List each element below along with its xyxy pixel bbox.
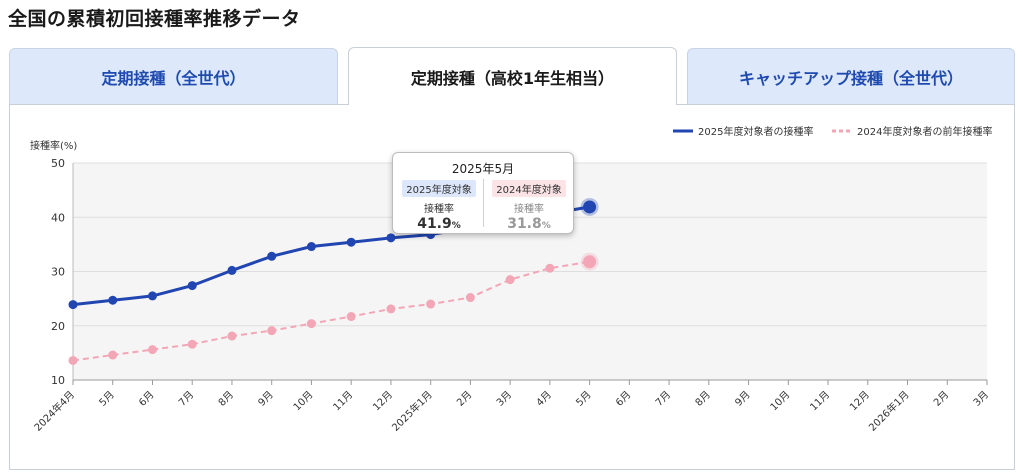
x-tick-label: 5月 xyxy=(574,389,594,409)
x-tick-label: 4月 xyxy=(534,389,554,409)
legend-label-previous: 2024年度対象者の前年接種率 xyxy=(857,125,992,138)
data-point-current-highlighted xyxy=(583,200,597,214)
page-title: 全国の累積初回接種率推移データ xyxy=(8,8,301,30)
x-tick-label: 2024年4月 xyxy=(31,388,77,434)
y-tick-label: 40 xyxy=(51,211,65,224)
y-tick-label: 20 xyxy=(51,320,65,333)
x-tick-label: 7月 xyxy=(653,389,673,409)
data-point-previous xyxy=(306,319,316,329)
tooltip-divider xyxy=(483,179,484,227)
data-point-previous xyxy=(147,345,157,355)
x-tick-label: 11月 xyxy=(808,389,833,414)
x-tick-label: 10月 xyxy=(768,389,793,414)
x-tick-label: 8月 xyxy=(693,389,713,409)
tab-regular-all-ages[interactable]: 定期接種（全世代） xyxy=(9,48,338,105)
data-point-current xyxy=(227,265,237,275)
y-tick-label: 30 xyxy=(51,266,65,279)
tooltip-previous-value: 31.8% xyxy=(485,216,573,232)
tooltip-current-column: 2025年度対象 接種率 41.9% xyxy=(395,178,483,232)
data-point-current xyxy=(147,291,157,301)
tab-bar: 定期接種（全世代） 定期接種（高校1年生相当） キャッチアップ接種（全世代） xyxy=(9,47,1015,105)
tooltip-previous-column: 2024年度対象 接種率 31.8% xyxy=(485,178,573,232)
y-tick-label: 10 xyxy=(51,374,65,387)
data-point-current xyxy=(346,237,356,247)
data-point-previous xyxy=(187,339,197,349)
data-tooltip: 2025年5月 2025年度対象 接種率 41.9% 2024年度対象 接種率 … xyxy=(392,152,574,234)
tooltip-current-badge: 2025年度対象 xyxy=(402,180,476,197)
series-line-previous xyxy=(72,260,590,362)
x-tick-label: 2026年1月 xyxy=(866,388,912,434)
tooltip-previous-unit: % xyxy=(541,221,551,231)
x-tick-label: 2025年1月 xyxy=(389,388,435,434)
x-tick-label: 3月 xyxy=(971,389,991,409)
data-point-previous xyxy=(346,312,356,322)
data-point-previous xyxy=(386,304,396,314)
x-tick-label: 6月 xyxy=(613,389,633,409)
x-tick-label: 2月 xyxy=(454,389,474,409)
tooltip-current-number: 41.9 xyxy=(417,216,452,232)
tooltip-previous-badge: 2024年度対象 xyxy=(492,180,566,197)
tab-catch-up-all-ages[interactable]: キャッチアップ接種（全世代） xyxy=(687,48,1015,105)
x-tick-label: 9月 xyxy=(733,389,753,409)
x-tick-label: 5月 xyxy=(97,389,117,409)
data-point-previous xyxy=(545,263,555,273)
legend-label-current: 2025年度対象者の接種率 xyxy=(698,125,813,138)
x-tick-label: 10月 xyxy=(291,389,316,414)
tooltip-current-value: 41.9% xyxy=(395,216,483,232)
x-tick-label: 8月 xyxy=(216,389,236,409)
data-point-previous xyxy=(465,293,475,303)
x-tick-label: 3月 xyxy=(494,389,514,409)
data-point-previous-highlighted xyxy=(583,255,597,269)
legend: 2025年度対象者の接種率 2024年度対象者の前年接種率 xyxy=(673,125,992,138)
y-tick-label: 50 xyxy=(51,157,65,170)
tooltip-previous-number: 31.8 xyxy=(507,216,542,232)
x-tick-label: 2月 xyxy=(931,389,951,409)
tooltip-current-label: 接種率 xyxy=(424,204,454,215)
data-point-previous xyxy=(505,275,515,285)
data-point-current xyxy=(267,251,277,261)
x-tick-label: 12月 xyxy=(370,389,395,414)
data-point-previous xyxy=(227,331,237,341)
data-point-current xyxy=(108,295,118,305)
x-tick-label: 7月 xyxy=(176,389,196,409)
x-tick-label: 11月 xyxy=(331,389,356,414)
data-point-current xyxy=(386,233,396,243)
tab-regular-high-school-first-year[interactable]: 定期接種（高校1年生相当） xyxy=(348,47,677,105)
data-point-previous xyxy=(426,299,436,309)
x-tick-label: 12月 xyxy=(847,389,872,414)
x-tick-label: 6月 xyxy=(137,389,157,409)
data-point-previous xyxy=(108,350,118,360)
data-point-previous xyxy=(267,326,277,336)
x-tick-label: 9月 xyxy=(256,389,276,409)
y-axis-label: 接種率(%) xyxy=(30,139,77,152)
data-point-previous xyxy=(68,355,78,365)
tooltip-current-unit: % xyxy=(451,221,461,231)
tooltip-previous-label: 接種率 xyxy=(514,204,544,215)
tooltip-title: 2025年5月 xyxy=(451,162,515,176)
data-point-current xyxy=(306,242,316,252)
data-point-current xyxy=(187,281,197,291)
data-point-current xyxy=(68,300,78,310)
